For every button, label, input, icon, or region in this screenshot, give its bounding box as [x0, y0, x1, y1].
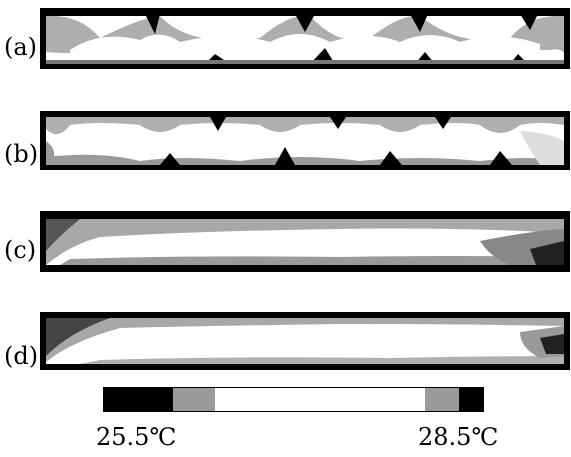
panel-label-c: (c) [4, 236, 37, 264]
thermal-map-panel-c [40, 211, 570, 272]
panel-label-a: (a) [4, 33, 38, 61]
scale-max-label: 28.5℃ [418, 423, 499, 451]
scale-min-label: 25.5℃ [96, 423, 177, 451]
panel-label-b: (b) [4, 140, 39, 168]
thermal-map-panel-a [40, 8, 570, 69]
panel-label-d: (d) [4, 342, 39, 370]
temperature-color-scale [103, 387, 484, 412]
thermal-map-panel-b [40, 111, 570, 170]
thermal-map-panel-d [40, 312, 570, 370]
